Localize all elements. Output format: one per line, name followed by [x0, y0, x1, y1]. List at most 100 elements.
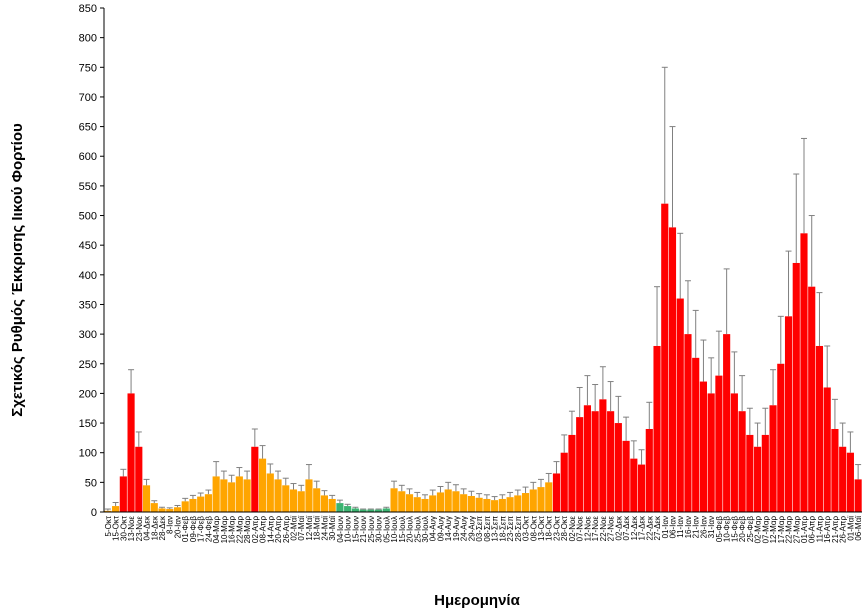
- x-tick-label: 07-Μαρ: [761, 516, 770, 544]
- y-tick-label: 600: [79, 151, 97, 163]
- bar: [212, 476, 220, 512]
- bar: [119, 476, 127, 512]
- x-tick-label: 08-Απρ: [259, 516, 268, 543]
- x-tick-label: 10-Ιουλ: [390, 516, 399, 543]
- x-tick-label: 27-Μαρ: [792, 516, 801, 544]
- x-tick-label: 18-Οκτ: [545, 515, 554, 541]
- x-tick-label: 21-Ιαν: [692, 516, 701, 538]
- bar: [150, 503, 158, 512]
- x-tick-label: 29-Αυγ: [467, 516, 476, 541]
- x-tick-label: 01-Φεβ: [181, 516, 190, 543]
- x-tick-label: 14-Αυγ: [444, 516, 453, 541]
- bar: [514, 495, 522, 512]
- x-tick-label: 25-Ιουν: [367, 516, 376, 543]
- bar: [831, 428, 839, 512]
- bar: [405, 494, 414, 512]
- bar: [723, 334, 731, 512]
- bar: [560, 452, 568, 512]
- bar: [228, 482, 236, 512]
- x-tick-label: 02-Μαϊ: [290, 516, 299, 541]
- y-axis: 0 50 100 150 200 250 300 350 400 450 500 550 600 650 7…: [79, 3, 105, 519]
- y-tick-label: 400: [79, 270, 97, 282]
- bar: [591, 411, 599, 512]
- x-tick-label: 24-Φεβ: [204, 516, 213, 543]
- bar: [699, 381, 708, 512]
- x-tick-label: 17-Μαρ: [777, 516, 786, 544]
- bar: [413, 497, 421, 512]
- bar: [243, 479, 251, 512]
- x-tick-label: 20-Απρ: [274, 516, 283, 543]
- x-tick-label: 25-Φεβ: [746, 516, 755, 543]
- y-tick-label: 200: [79, 388, 97, 400]
- x-tick-label: 10-Φεβ: [723, 516, 732, 543]
- bar: [576, 417, 584, 512]
- x-tick-label: 15-Ιουν: [351, 516, 360, 543]
- x-tick-label: 16-Απρ: [823, 516, 832, 543]
- x-tick-label: 17-Νοε: [591, 516, 600, 542]
- x-tick-label: 10-Ιουν: [344, 516, 353, 543]
- bar: [266, 473, 274, 512]
- x-tick-label: 11-Απρ: [815, 516, 824, 543]
- x-tick-label: 28-Σεπ: [514, 516, 523, 542]
- x-tick-label: 09-Αυγ: [436, 516, 445, 541]
- x-tick-label: 26-Ιαν: [699, 516, 708, 538]
- bar: [127, 393, 135, 512]
- x-tick-label: 14-Απρ: [266, 516, 275, 543]
- bar: [599, 399, 607, 512]
- bar: [112, 506, 120, 512]
- bar: [800, 233, 808, 513]
- bar: [661, 203, 669, 512]
- x-tick-label: 01-Μαϊ: [846, 516, 855, 541]
- x-tick-label: 13-Σεπ: [491, 516, 500, 542]
- bar: [158, 508, 166, 512]
- y-tick-label: 750: [79, 62, 97, 74]
- x-tick-label: 24-Μαϊ: [320, 516, 329, 541]
- x-tick-label: 05-Ιουλ: [382, 516, 391, 543]
- x-tick-label: 06-Ιαν: [669, 516, 678, 538]
- bar: [452, 491, 460, 512]
- bar: [235, 476, 243, 512]
- bar: [274, 479, 282, 512]
- x-tick-label: 09-Φεβ: [189, 516, 198, 543]
- bar: [545, 482, 553, 512]
- bar: [398, 491, 406, 512]
- bar: [142, 485, 151, 512]
- bar: [707, 393, 715, 512]
- bar: [382, 508, 390, 512]
- bar: [344, 506, 352, 512]
- x-tick-label: 15-Φεβ: [730, 516, 739, 543]
- y-tick-label: 450: [79, 240, 97, 252]
- y-tick-label: 300: [79, 329, 97, 341]
- bar: [498, 498, 506, 512]
- x-tick-label: 30-Ιουλ: [421, 516, 430, 543]
- bar: [491, 500, 499, 512]
- x-tick-label: 20-Ιουλ: [406, 516, 415, 543]
- bar: [359, 509, 367, 512]
- bar: [320, 495, 329, 512]
- bar: [367, 509, 375, 512]
- bar: [761, 434, 769, 512]
- x-tick-label: 22-Δεκ: [645, 515, 654, 540]
- x-tick-label: 04-Αυγ: [429, 516, 438, 541]
- bar: [506, 497, 514, 512]
- x-tick-label: 02-Μαρ: [754, 516, 763, 544]
- x-tick-label: 07-Νοε: [576, 516, 585, 542]
- y-tick-label: 350: [79, 299, 97, 311]
- x-tick-label: 07-Μαϊ: [297, 516, 306, 541]
- bar: [251, 446, 259, 512]
- x-tick-label: 16-Ιαν: [684, 516, 693, 538]
- x-tick-label: 31-Ιαν: [707, 516, 716, 538]
- bar: [390, 488, 398, 512]
- bar: [537, 487, 545, 512]
- y-tick-label: 100: [79, 448, 97, 460]
- x-tick-label: 19-Αυγ: [452, 516, 461, 541]
- y-tick-label: 500: [79, 211, 97, 223]
- x-tick-label: 22-Μαρ: [785, 516, 794, 544]
- bar: [777, 363, 785, 512]
- x-tick-label: 02-Δεκ: [614, 515, 623, 540]
- x-tick-label: 18-Μαϊ: [313, 516, 322, 541]
- x-tick-label: 04-Μαρ: [212, 516, 221, 544]
- y-tick-label: 50: [85, 477, 97, 489]
- x-tick-label: 18-Σεπ: [498, 516, 507, 542]
